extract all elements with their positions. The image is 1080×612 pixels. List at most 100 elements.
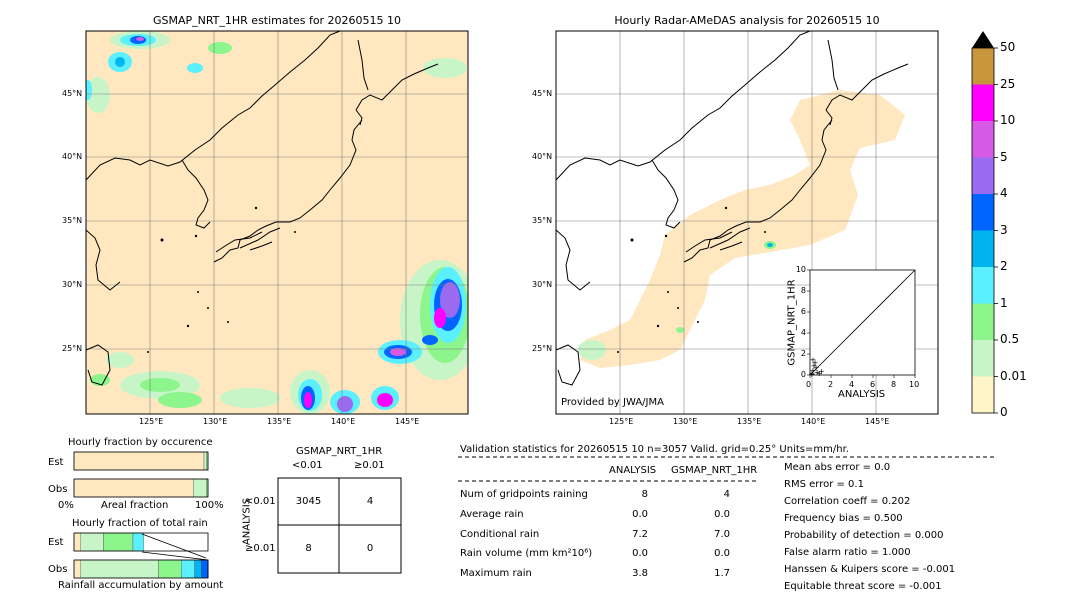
bar-frame (73, 478, 209, 498)
occurrence-obs-label: Obs (48, 484, 68, 495)
colorbar-segment (972, 194, 994, 231)
bar-segment (73, 532, 81, 552)
bar-segment (180, 559, 195, 579)
contingency-grid (277, 477, 402, 574)
validation-col-analysis: ANALYSIS (609, 465, 657, 476)
score-line: Probability of detection = 0.000 (784, 530, 944, 541)
bar-segment (194, 559, 202, 579)
bar-segment (80, 559, 159, 579)
colorbar-segment (972, 267, 994, 304)
scatter-x-tick: 4 (849, 380, 855, 389)
colorbar-label: 2 (1000, 259, 1008, 273)
right-lon-label: 125°E (609, 417, 634, 426)
bar-segment (80, 532, 104, 552)
bar-segment (73, 559, 81, 579)
score-line: Correlation coeff = 0.202 (784, 496, 911, 507)
bar-segment (132, 532, 144, 552)
colorbar-label: 50 (1000, 40, 1016, 54)
bar-frame (73, 559, 209, 579)
bar-segment (206, 451, 209, 471)
scatter-x-tick: 0 (806, 380, 812, 389)
colorbar (971, 47, 998, 414)
validation-row-gsmap: 1.7 (714, 568, 730, 579)
colorbar-frame (971, 47, 995, 414)
validation-row-analysis: 7.2 (632, 529, 648, 540)
bar-segment (193, 478, 207, 498)
right-lat-label: 35°N (532, 216, 553, 225)
score-line: Equitable threat score = -0.001 (784, 581, 942, 592)
score-line: Mean abs error = 0.0 (784, 462, 891, 473)
validation-row-analysis: 0.0 (632, 509, 648, 520)
occurrence-x-label: Areal fraction (101, 500, 169, 511)
scatter-diagonal (809, 269, 916, 376)
scatter-y-tick: 6 (800, 307, 806, 316)
left-lon-label: 145°E (395, 417, 420, 426)
score-line: False alarm ratio = 1.000 (784, 547, 911, 558)
occurrence-tick-0: 0% (58, 500, 74, 511)
left-lon-label: 140°E (331, 417, 356, 426)
contingency-cell: 0 (366, 543, 374, 554)
validation-row-analysis: 3.8 (632, 568, 648, 579)
right-map-gridlines (556, 31, 938, 414)
bar-segment (158, 559, 182, 579)
validation-row-gsmap: 4 (723, 489, 730, 500)
colorbar-label: 0.01 (1000, 368, 1027, 383)
validation-row-analysis: 0.0 (632, 548, 648, 559)
rain-fraction-est-label: Est (48, 537, 64, 548)
occurrence-est-label: Est (48, 457, 64, 468)
scatter-point: + (812, 358, 819, 367)
left-lon-label: 130°E (203, 417, 228, 426)
left-lon-label: 135°E (267, 417, 292, 426)
validation-col-gsmap: GSMAP_NRT_1HR (671, 465, 758, 476)
scatter-x-tick: 6 (870, 380, 876, 389)
occurrence-title: Hourly fraction by occurence (68, 437, 213, 448)
right-lat-label: 45°N (532, 89, 553, 98)
colorbar-segment (972, 230, 994, 267)
bar-segment (73, 451, 205, 471)
scatter-y-tick: 10 (795, 265, 806, 274)
right-lat-label: 40°N (532, 152, 553, 161)
occurrence-tick-100: 100% (195, 500, 224, 511)
scatter-tick-marks (807, 269, 916, 378)
contingency-cell: 3045 (295, 496, 322, 507)
scatter-points: ++++++++++ (809, 355, 825, 379)
scatter-x-tick: 8 (891, 380, 897, 389)
scatter-inset-frame (809, 269, 916, 376)
scatter-point: + (809, 370, 816, 379)
bar-segment (206, 478, 209, 498)
right-map-background (556, 31, 938, 414)
rain-connector-line-2 (141, 533, 207, 559)
validation-row-gsmap: 0.0 (714, 548, 730, 559)
scatter-y-tick: 4 (800, 328, 806, 337)
validation-row-label: Conditional rain (460, 529, 540, 540)
left-lat-label: 45°N (62, 89, 83, 98)
colorbar-label: 4 (1000, 186, 1008, 200)
scatter-point: + (809, 369, 816, 378)
validation-row-label: Num of gridpoints raining (460, 489, 588, 500)
validation-row-label: Average rain (460, 509, 524, 520)
validation-row-label: Rain volume (mm km²10⁶) (460, 548, 593, 559)
validation-row-analysis: 8 (641, 489, 648, 500)
data-credit: Provided by JWA/JMA (561, 397, 664, 408)
left-lat-label: 25°N (62, 344, 83, 353)
bar-segment (201, 559, 209, 579)
colorbar-label: 3 (1000, 222, 1008, 237)
rain-fraction-obs-label: Obs (48, 564, 68, 575)
scatter-x-tick: 10 (909, 380, 920, 389)
right-lat-label: 25°N (532, 344, 553, 353)
colorbar-label: 1 (1000, 295, 1008, 310)
validation-header: Validation statistics for 20260515 10 n=… (460, 444, 849, 455)
colorbar-segment (972, 376, 994, 413)
rain-fraction-bars (73, 532, 209, 579)
contingency-col-label: <0.01 (292, 460, 323, 471)
bar-segment (103, 532, 134, 552)
left-rain-areas (86, 31, 468, 414)
score-line: RMS error = 0.1 (784, 479, 864, 490)
right-coastline (556, 31, 909, 386)
right-lon-label: 130°E (673, 417, 698, 426)
contingency-cell: 8 (305, 543, 312, 554)
scatter-point: + (814, 368, 821, 377)
right-analysis-coverage (578, 90, 905, 368)
colorbar-label: 0.5 (1000, 332, 1020, 346)
contingency-cell: 4 (366, 496, 374, 507)
